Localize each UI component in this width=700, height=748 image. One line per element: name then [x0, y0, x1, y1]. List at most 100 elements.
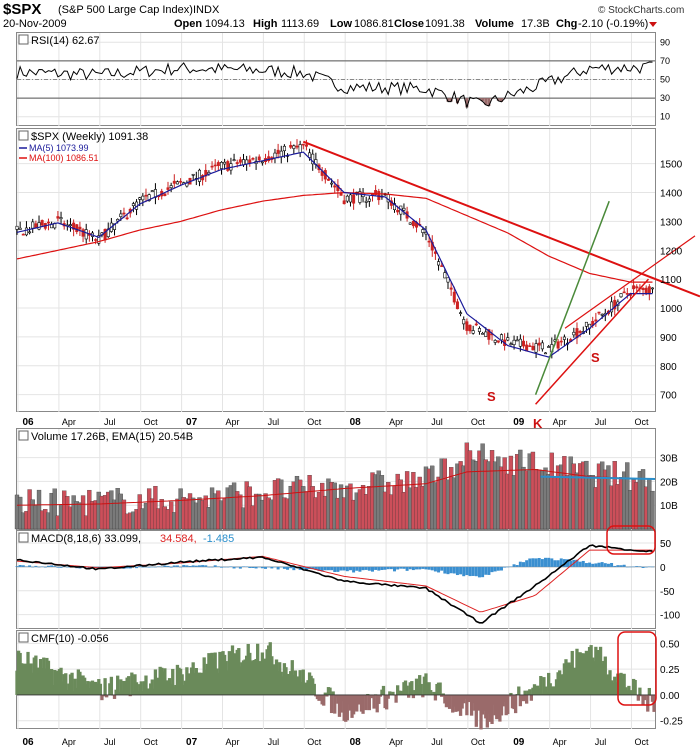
rsi-label: RSI(14) 62.67: [31, 35, 99, 47]
price-candle: [411, 220, 415, 227]
price-candle: [46, 221, 50, 224]
macd-histogram-bar: [201, 565, 205, 567]
price-candle: [172, 180, 176, 184]
price-candle: [295, 145, 299, 148]
price-candle: [632, 285, 636, 290]
macd-histogram-bar: [616, 565, 620, 567]
macd-histogram-bar: [188, 565, 192, 567]
price-candle: [289, 144, 293, 148]
x-tick-label-bottom: 09: [513, 737, 525, 748]
rsi-legend: RSI(14) 62.67: [18, 34, 99, 47]
price-tick-label: 700: [660, 391, 677, 402]
macd-histogram-bar: [336, 566, 340, 572]
x-tick-label-bottom: Jul: [268, 737, 280, 747]
x-tick-label: 08: [350, 417, 362, 428]
x-tick-label: Oct: [144, 417, 159, 427]
x-tick-label: 06: [22, 417, 34, 428]
volume-bar: [52, 488, 57, 530]
macd-hist-label: -1.485: [203, 533, 234, 545]
macd-histogram-bar: [559, 558, 563, 567]
price-candle: [572, 331, 576, 336]
price-candle: [455, 301, 459, 310]
macd-histogram-bar: [163, 565, 167, 567]
price-candle: [330, 182, 334, 185]
x-tick-label: Jul: [104, 417, 116, 427]
rsi-tick-label: 10: [660, 112, 670, 122]
price-candle: [72, 222, 76, 230]
macd-histogram-bar: [128, 566, 132, 569]
price-candle: [333, 185, 337, 188]
price-candle: [68, 224, 72, 226]
macd-histogram-bar: [24, 566, 28, 567]
price-legend: $SPX (Weekly) 1091.38 MA(5) 1073.99 MA(1…: [18, 130, 148, 163]
macd-histogram-bar: [477, 566, 481, 578]
rsi-panel: [16, 32, 656, 126]
macd-histogram-bar: [540, 559, 544, 567]
macd-histogram-bar: [172, 565, 176, 567]
macd-histogram-bar: [496, 566, 500, 571]
price-candle: [197, 169, 201, 182]
price-candle: [147, 194, 151, 202]
macd-tick-label: 50: [660, 539, 672, 550]
price-candle: [493, 340, 497, 343]
price-candle: [59, 217, 63, 220]
wedge-lower-trendline: [535, 278, 650, 405]
cmf-legend: CMF(10) -0.056: [18, 632, 109, 645]
macd-histogram-bar: [433, 566, 437, 572]
macd-histogram-bar: [185, 565, 189, 567]
macd-highlight-box: [606, 525, 656, 555]
open-value: 1094.13: [205, 18, 245, 30]
price-candle: [210, 165, 214, 168]
macd-histogram-bar: [226, 566, 230, 568]
macd-histogram-bar: [386, 566, 390, 570]
volume-layer: [14, 442, 656, 530]
rsi-tick-label: 70: [660, 56, 670, 66]
x-tick-label-bottom: Oct: [144, 737, 159, 747]
price-candle: [292, 145, 296, 149]
macd-histogram-bar: [323, 566, 327, 571]
macd-histogram-bar: [443, 566, 447, 574]
price-candle: [282, 145, 286, 152]
chg-label: Chg: [556, 18, 577, 30]
price-candle: [251, 158, 255, 160]
macd-histogram-bar: [289, 566, 293, 569]
macd-histogram-bar: [418, 566, 422, 570]
macd-histogram-bar: [276, 566, 280, 570]
price-candle: [144, 194, 148, 197]
price-candle: [600, 313, 604, 316]
macd-histogram-bar: [550, 558, 554, 567]
chart-brand[interactable]: © StockCharts.com: [598, 5, 684, 16]
macd-histogram-bar: [175, 565, 179, 567]
x-tick-label: Oct: [634, 417, 649, 427]
macd-histogram-bar: [28, 565, 32, 567]
price-candle: [364, 200, 368, 203]
head-label: K: [533, 416, 543, 431]
macd-histogram-bar: [647, 566, 651, 568]
macd-histogram-bar: [273, 566, 277, 568]
x-tick-label-bottom: Oct: [307, 737, 322, 747]
volume-tick-label: 10B: [660, 501, 678, 512]
price-candle: [141, 195, 145, 201]
macd-histogram-bar: [219, 566, 223, 568]
macd-histogram-bar: [358, 566, 362, 572]
price-candle: [326, 178, 330, 181]
macd-histogram-bar: [503, 566, 507, 568]
price-candle: [528, 345, 532, 347]
macd-histogram-bar: [216, 566, 220, 567]
axis-layer: 06 06 Apr Apr Jul Jul Oct Oct 07 07 Apr Apr Jul Jul Oc…: [22, 37, 683, 748]
macd-histogram-bar: [31, 566, 35, 568]
macd-histogram-bar: [474, 566, 478, 577]
price-candle: [625, 293, 629, 295]
macd-histogram-bar: [421, 566, 425, 569]
price-candle: [540, 342, 544, 350]
macd-histogram-bar: [484, 566, 488, 575]
macd-histogram-bar: [326, 566, 330, 571]
price-candle: [276, 149, 280, 154]
price-candle: [213, 164, 217, 167]
macd-histogram-bar: [210, 566, 214, 568]
cmf-tick-label: -0.25: [660, 717, 683, 728]
macd-histogram-bar: [603, 563, 607, 567]
macd-histogram-bar: [487, 566, 491, 575]
macd-histogram-bar: [160, 566, 164, 568]
macd-histogram-bar: [544, 557, 548, 567]
